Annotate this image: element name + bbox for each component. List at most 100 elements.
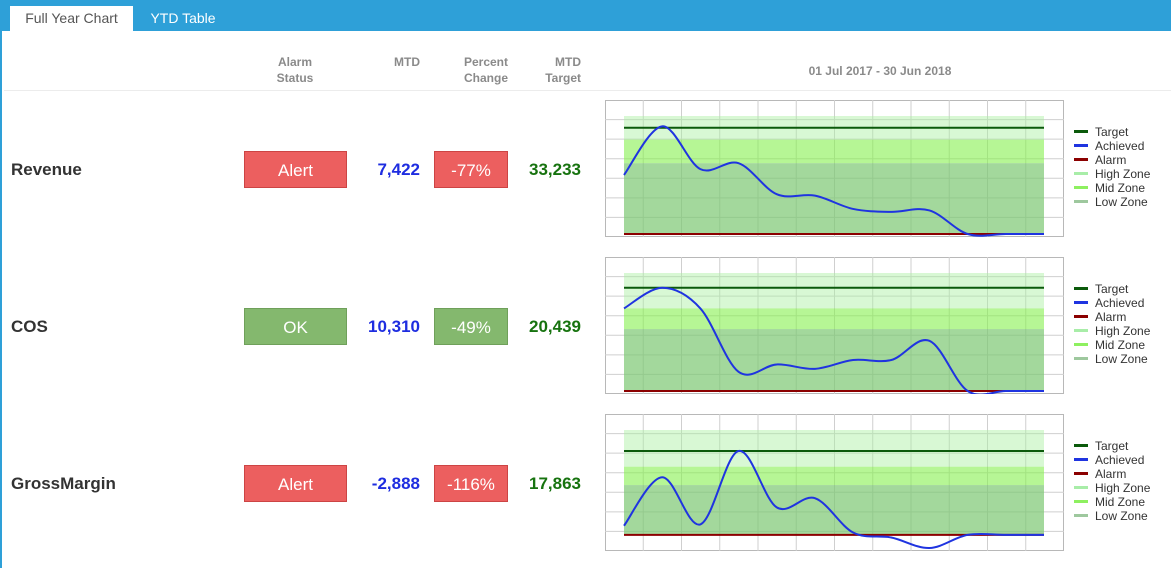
mid-zone-band bbox=[624, 139, 1044, 164]
tab-ytd-table[interactable]: YTD Table bbox=[150, 10, 216, 26]
percent-badge-cos: -49% bbox=[434, 308, 508, 345]
legend-swatch bbox=[1074, 186, 1088, 190]
header-percent-line2: Change bbox=[463, 71, 508, 85]
header-mtd-target: MTD Target bbox=[481, 54, 581, 86]
legend-label: Achieved bbox=[1095, 139, 1145, 153]
mid-zone-band bbox=[624, 466, 1044, 486]
legend-swatch bbox=[1074, 343, 1088, 347]
legend-label: Mid Zone bbox=[1095, 181, 1146, 195]
header-alarm-status: Alarm Status bbox=[245, 54, 345, 86]
legend-label: Low Zone bbox=[1095, 509, 1148, 523]
target-value-revenue: 33,233 bbox=[529, 160, 581, 179]
legend-label: Target bbox=[1095, 439, 1129, 453]
legend-label: Target bbox=[1095, 282, 1129, 296]
achieved-line bbox=[623, 286, 1044, 394]
status-badge-grossmargin: Alert bbox=[244, 465, 347, 502]
legend-swatch bbox=[1074, 444, 1088, 448]
high-zone-band bbox=[624, 430, 1044, 467]
header-target-line2: Target bbox=[545, 71, 581, 85]
legend-label: Alarm bbox=[1095, 310, 1127, 324]
sparkline-chart-revenue bbox=[605, 100, 1064, 237]
legend-label: Alarm bbox=[1095, 467, 1127, 481]
low-zone-band bbox=[624, 485, 1044, 535]
legend-grossmargin: Target Achieved Alarm High Zone Mid Zone Low … bbox=[1074, 439, 1150, 523]
legend-item-alarm: Alarm bbox=[1074, 310, 1150, 324]
sparkline-chart-grossmargin bbox=[605, 414, 1064, 551]
legend-item-low-zone: Low Zone bbox=[1074, 352, 1150, 366]
legend-swatch bbox=[1074, 315, 1088, 319]
legend-label: High Zone bbox=[1095, 324, 1151, 338]
sparkline-chart-cos bbox=[605, 257, 1064, 394]
legend-label: High Zone bbox=[1095, 167, 1151, 181]
legend-item-achieved: Achieved bbox=[1074, 139, 1150, 153]
legend-cos: Target Achieved Alarm High Zone Mid Zone Low … bbox=[1074, 282, 1150, 366]
achieved-line bbox=[623, 125, 1044, 237]
legend-swatch bbox=[1074, 500, 1088, 504]
header-alarm-line1: Alarm bbox=[277, 55, 312, 69]
row-label-cos: COS bbox=[11, 317, 48, 336]
legend-swatch bbox=[1074, 486, 1088, 490]
legend-label: High Zone bbox=[1095, 481, 1151, 495]
legend-label: Target bbox=[1095, 125, 1129, 139]
row-label-revenue: Revenue bbox=[11, 160, 82, 179]
mtd-value-cos: 10,310 bbox=[368, 317, 420, 336]
legend-label: Achieved bbox=[1095, 296, 1145, 310]
low-zone-band bbox=[624, 163, 1044, 234]
legend-item-target: Target bbox=[1074, 282, 1150, 296]
legend-item-achieved: Achieved bbox=[1074, 296, 1150, 310]
target-value-grossmargin: 17,863 bbox=[529, 474, 581, 493]
status-badge-revenue: Alert bbox=[244, 151, 347, 188]
legend-revenue: Target Achieved Alarm High Zone Mid Zone Low … bbox=[1074, 125, 1150, 209]
legend-item-achieved: Achieved bbox=[1074, 453, 1150, 467]
percent-badge-revenue: -77% bbox=[434, 151, 508, 188]
header-alarm-line2: Status bbox=[276, 71, 314, 85]
legend-item-high-zone: High Zone bbox=[1074, 167, 1150, 181]
row-label-grossmargin: GrossMargin bbox=[11, 474, 116, 493]
legend-item-target: Target bbox=[1074, 439, 1150, 453]
legend-item-low-zone: Low Zone bbox=[1074, 509, 1150, 523]
legend-swatch bbox=[1074, 472, 1088, 476]
legend-swatch bbox=[1074, 301, 1088, 305]
mtd-value-revenue: 7,422 bbox=[377, 160, 420, 179]
legend-item-high-zone: High Zone bbox=[1074, 481, 1150, 495]
high-zone-band bbox=[624, 273, 1044, 309]
header-target-line1: MTD bbox=[555, 55, 581, 69]
legend-label: Achieved bbox=[1095, 453, 1145, 467]
legend-item-target: Target bbox=[1074, 125, 1150, 139]
legend-label: Low Zone bbox=[1095, 195, 1148, 209]
legend-label: Low Zone bbox=[1095, 352, 1148, 366]
legend-swatch bbox=[1074, 514, 1088, 518]
legend-swatch bbox=[1074, 287, 1088, 291]
legend-swatch bbox=[1074, 130, 1088, 134]
legend-label: Mid Zone bbox=[1095, 338, 1146, 352]
header-percent-line1: Percent bbox=[463, 55, 508, 69]
legend-swatch bbox=[1074, 158, 1088, 162]
legend-label: Alarm bbox=[1095, 153, 1127, 167]
mtd-value-grossmargin: -2,888 bbox=[371, 474, 420, 493]
percent-badge-grossmargin: -116% bbox=[434, 465, 508, 502]
legend-swatch bbox=[1074, 200, 1088, 204]
legend-swatch bbox=[1074, 458, 1088, 462]
legend-item-mid-zone: Mid Zone bbox=[1074, 338, 1150, 352]
low-zone-band bbox=[624, 329, 1044, 391]
target-value-cos: 20,439 bbox=[529, 317, 581, 336]
tab-full-year-chart[interactable]: Full Year Chart bbox=[10, 6, 133, 31]
legend-item-alarm: Alarm bbox=[1074, 467, 1150, 481]
achieved-line bbox=[623, 449, 1044, 550]
legend-item-alarm: Alarm bbox=[1074, 153, 1150, 167]
mid-zone-band bbox=[624, 308, 1044, 330]
header-date-range: 01 Jul 2017 - 30 Jun 2018 bbox=[808, 64, 952, 78]
tab-bar: Full Year Chart YTD Table bbox=[2, 0, 1171, 31]
status-badge-cos: OK bbox=[244, 308, 347, 345]
header-divider bbox=[4, 90, 1171, 91]
legend-label: Mid Zone bbox=[1095, 495, 1146, 509]
legend-item-mid-zone: Mid Zone bbox=[1074, 495, 1150, 509]
legend-swatch bbox=[1074, 172, 1088, 176]
legend-item-high-zone: High Zone bbox=[1074, 324, 1150, 338]
legend-swatch bbox=[1074, 144, 1088, 148]
legend-item-low-zone: Low Zone bbox=[1074, 195, 1150, 209]
header-mtd: MTD bbox=[394, 55, 420, 69]
legend-swatch bbox=[1074, 329, 1088, 333]
legend-item-mid-zone: Mid Zone bbox=[1074, 181, 1150, 195]
